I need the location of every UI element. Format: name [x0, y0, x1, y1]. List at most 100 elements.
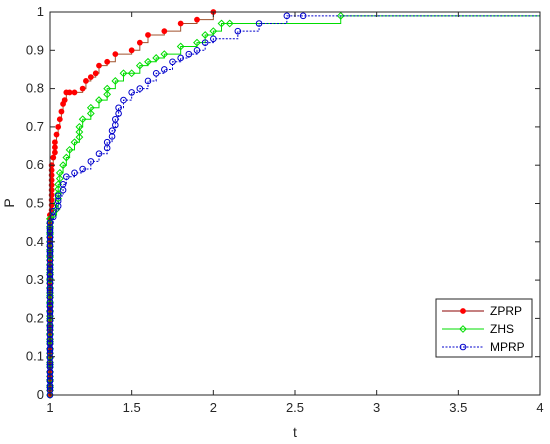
data-point	[70, 138, 79, 147]
legend-item-zprp: ZPRP	[442, 304, 522, 318]
data-point	[144, 77, 152, 85]
x-axis-label: t	[293, 424, 297, 440]
data-point	[96, 62, 102, 69]
data-point	[128, 47, 135, 54]
data-point	[193, 47, 201, 54]
data-point	[104, 58, 111, 65]
y-tick-label: 0.2	[26, 310, 44, 325]
data-point	[54, 185, 63, 194]
data-point	[75, 122, 84, 131]
y-tick-label: 0.7	[26, 119, 44, 134]
data-point	[185, 50, 193, 58]
data-point	[161, 28, 168, 35]
data-point	[108, 133, 116, 140]
data-point	[210, 35, 217, 43]
data-point	[83, 78, 89, 84]
data-point	[54, 197, 62, 205]
data-point	[59, 186, 67, 194]
data-point	[58, 108, 65, 115]
data-point	[87, 158, 95, 165]
data-point	[283, 12, 291, 20]
data-point	[103, 144, 111, 152]
data-point	[160, 50, 169, 59]
data-point	[177, 54, 184, 62]
y-tick-label: 0	[37, 387, 44, 402]
y-axis: 0 0.1 0.2 0.3 0.4 0.5 0.6 0.7 0.8 0.9 1	[26, 4, 540, 402]
data-point	[135, 61, 144, 70]
data-point	[193, 38, 201, 47]
data-point	[87, 74, 94, 81]
data-point	[459, 343, 467, 351]
legend-label: ZPRP	[490, 304, 522, 318]
data-point	[103, 90, 112, 99]
y-axis-label: P	[1, 198, 17, 207]
data-point	[75, 133, 84, 142]
data-point	[201, 31, 210, 39]
legend-box	[435, 298, 533, 358]
data-point	[112, 121, 119, 129]
y-tick-label: 0.4	[26, 234, 44, 249]
data-point	[336, 11, 345, 20]
data-point	[194, 16, 200, 23]
data-point	[65, 145, 74, 154]
y-tick-label: 0.9	[26, 42, 44, 57]
data-point	[112, 51, 119, 58]
data-point	[161, 66, 168, 73]
data-point	[63, 173, 70, 180]
data-point	[78, 115, 87, 124]
data-point	[86, 109, 95, 118]
data-point	[50, 154, 57, 161]
y-tick-label: 0.6	[26, 157, 44, 172]
x-tick-label: 3.5	[449, 400, 467, 415]
series-line	[49, 15, 540, 395]
data-point	[111, 77, 120, 85]
data-point	[460, 308, 466, 314]
data-point	[152, 54, 161, 62]
data-point	[459, 325, 467, 333]
y-tick-label: 0.5	[26, 196, 44, 211]
data-point	[152, 69, 160, 77]
y-tick-label: 0.3	[26, 272, 44, 287]
data-point	[61, 97, 68, 103]
data-point	[128, 89, 135, 96]
data-point	[136, 85, 144, 92]
legend: ZPRP ZHS MPRP	[435, 298, 533, 358]
data-point	[145, 32, 151, 38]
data-point	[79, 165, 86, 173]
data-point	[66, 89, 73, 96]
data-point	[62, 153, 71, 162]
y-tick-label: 1	[37, 4, 44, 19]
legend-item-zhs: ZHS	[442, 322, 514, 336]
data-point	[52, 149, 58, 156]
data-point	[209, 27, 218, 36]
data-point	[55, 124, 62, 130]
data-point	[119, 69, 128, 78]
data-point	[201, 39, 209, 46]
data-point	[255, 20, 263, 27]
legend-label: ZHS	[490, 322, 514, 336]
data-point	[136, 39, 143, 46]
data-point	[176, 42, 185, 51]
data-point	[55, 174, 64, 183]
y-tick-label: 0.1	[26, 349, 44, 364]
data-point	[71, 169, 78, 177]
data-point	[52, 144, 58, 151]
x-tick-label: 3	[373, 400, 380, 415]
x-tick-label: 1	[46, 400, 53, 415]
y-tick-label: 0.8	[26, 81, 44, 96]
data-point	[225, 19, 234, 28]
data-point	[115, 110, 122, 117]
data-point	[169, 58, 176, 66]
legend-label: MPRP	[490, 340, 525, 354]
data-point	[144, 57, 152, 66]
data-point	[234, 27, 242, 35]
data-point	[120, 96, 127, 104]
data-point	[56, 116, 63, 123]
legend-item-mprp: MPRP	[442, 340, 525, 354]
x-tick-label: 4	[536, 400, 543, 415]
data-point	[79, 85, 86, 92]
data-point	[95, 96, 103, 104]
data-point	[53, 131, 60, 138]
data-point	[177, 20, 184, 27]
